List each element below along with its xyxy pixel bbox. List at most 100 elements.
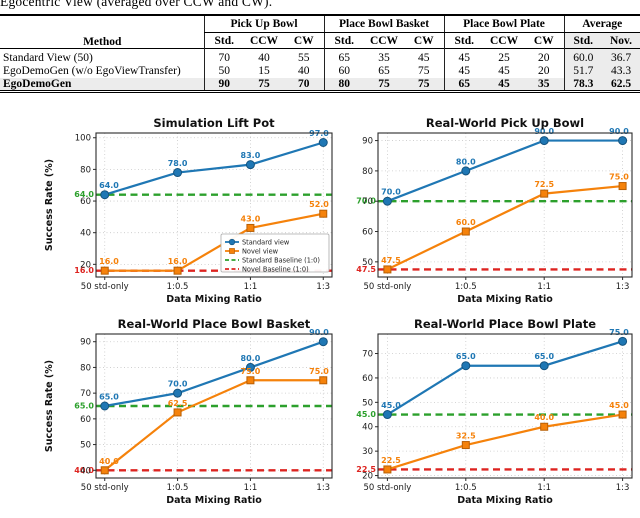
point-label: 80.0 (241, 354, 261, 363)
value-cell: 78.3 (563, 77, 603, 91)
x-tick-label: 50 std-only (363, 282, 411, 292)
value-cell: 20 (538, 64, 550, 77)
y-tick-label: 50 (362, 258, 373, 268)
point-label: 70.0 (168, 380, 188, 389)
baseline-label: 22.5 (356, 465, 376, 474)
point-label: 40.0 (534, 413, 554, 422)
chart-title: Real-World Pick Up Bowl (426, 116, 584, 130)
legend-label: Standard view (242, 238, 290, 246)
column-group-place-bowl-plate: Place Bowl Plate (443, 15, 565, 33)
value-cell: 75 (364, 77, 404, 91)
x-tick-label: 50 std-only (81, 282, 129, 292)
y-tick-label: 20 (80, 260, 91, 270)
caption-clip: Egocentric View (averaged over CCW and C… (0, 0, 640, 9)
sub-column-header: Std. (563, 32, 603, 49)
y-tick-label: 80 (362, 167, 373, 177)
value-cell: 35 (378, 52, 390, 64)
sub-column-header: Nov. (602, 32, 640, 49)
legend-label: Novel Baseline (1:0) (242, 265, 309, 273)
y-tick-label: 90 (362, 137, 373, 147)
x-tick-label: 1:0.5 (455, 282, 477, 292)
column-group-pick-up-bowl: Pick Up Bowl (203, 15, 324, 33)
x-axis-label: Data Mixing Ratio (457, 294, 553, 305)
y-tick-label: 60 (80, 415, 91, 425)
x-tick-label: 1:0.5 (455, 483, 477, 493)
y-tick-label: 70 (80, 389, 91, 399)
value-cell: 62.5 (602, 77, 640, 91)
point-label: 83.0 (241, 151, 261, 160)
y-tick-label: 40 (362, 423, 373, 433)
table-row: Standard View (50) 70 40 55 65 35 45 45 25 20 60.0… (0, 48, 640, 64)
value-cell: 35 (524, 77, 565, 91)
legend-box (220, 233, 330, 273)
point-label: 40.0 (99, 457, 119, 466)
value-cell: 65 (323, 48, 364, 64)
baseline-label: 47.5 (356, 265, 376, 274)
y-tick-label: 70 (362, 350, 373, 360)
value-cell: 20 (538, 52, 550, 64)
y-tick-label: 80 (80, 165, 91, 175)
point-label: 45.0 (381, 401, 401, 410)
sub-column-header: CCW (489, 34, 519, 47)
x-tick-label: 1:3 (616, 483, 630, 493)
chart-column-left: 64.0 16.0 64.0 78.0 83.0 97.0 16.0 16.0 43.0 52.0… (40, 116, 340, 508)
table-row: EgoDemoGen 90 75 70 80 75 75 65 45 35 78.3 62.5 (0, 77, 640, 91)
point-label: 32.5 (456, 432, 476, 441)
value-cell: 36.7 (602, 48, 640, 64)
y-tick-label: 60 (80, 197, 91, 207)
results-table-body: Standard View (50) 70 40 55 65 35 45 45 25 20 60.0… (0, 48, 640, 91)
x-tick-label: 1:0.5 (167, 282, 189, 292)
baseline-label: 45.0 (356, 410, 376, 419)
value-cell: 40 (258, 52, 270, 64)
value-cell: 45 (443, 64, 485, 78)
x-tick-label: 1:1 (537, 282, 551, 292)
chart-real-world-place-bowl-basket: 65.0 40.0 65.0 70.0 80.0 90.0 40.0 62.5 75.0 75.0… (40, 317, 340, 518)
point-label: 75.0 (609, 328, 629, 337)
x-tick-label: 1:0.5 (167, 483, 189, 493)
chart-svg-real-world-place-bowl-basket: 65.0 40.0 65.0 70.0 80.0 90.0 40.0 62.5 75.0 75.0… (44, 317, 333, 506)
method-cell: Standard View (50) (3, 52, 93, 64)
chart-title: Real-World Place Bowl Plate (414, 317, 596, 331)
value-cell: 60.0 (563, 48, 603, 64)
y-tick-label: 50 (80, 441, 91, 451)
value-cell: 90 (203, 77, 244, 91)
chart-title: Simulation Lift Pot (153, 116, 275, 130)
point-label: 90.0 (609, 127, 629, 136)
value-cell: 40 (298, 64, 310, 77)
column-group-place-bowl-basket: Place Bowl Basket (323, 15, 445, 33)
x-tick-label: 1:3 (316, 282, 330, 292)
point-label: 65.0 (99, 393, 119, 402)
baseline-label: 64.0 (74, 190, 94, 199)
baseline-label: 65.0 (74, 402, 94, 411)
x-tick-label: 1:3 (616, 282, 630, 292)
x-tick-label: 50 std-only (363, 483, 411, 493)
point-label: 75.0 (241, 367, 261, 376)
point-label: 75.0 (309, 367, 329, 376)
point-label: 90.0 (309, 328, 329, 337)
chart-real-world-pick-up-bowl: 70.0 47.5 70.0 80.0 90.0 90.0 47.5 60.0 72.5 75.0… (326, 116, 640, 317)
y-tick-label: 100 (75, 134, 91, 144)
point-label: 90.0 (534, 127, 554, 136)
point-label: 45.0 (609, 401, 629, 410)
results-table-header: Method Pick Up Bowl Place Bowl Basket Place… (0, 15, 640, 49)
value-cell: 70 (284, 77, 324, 91)
method-cell: EgoDemoGen (w/o EgoViewTransfer) (3, 64, 181, 77)
point-label: 80.0 (456, 157, 476, 166)
x-axis-label: Data Mixing Ratio (166, 294, 262, 305)
x-axis-label: Data Mixing Ratio (166, 495, 262, 506)
value-cell: 80 (323, 77, 364, 91)
method-column-header: Method (83, 36, 122, 48)
chart-svg-simulation-lift-pot: 64.016.064.078.083.097.016.0 16.043.052.0… (44, 116, 333, 305)
value-cell: 75 (418, 64, 430, 77)
value-cell: 25 (498, 52, 510, 64)
value-cell: 45 (418, 52, 430, 64)
sub-column-header: Std. (443, 32, 485, 49)
value-cell: 45 (443, 48, 485, 64)
chart-real-world-place-bowl-plate: 45.0 22.5 45.0 65.0 65.0 75.0 22.5 32.5 40.0 45.0… (326, 317, 640, 518)
y-tick-label: 30 (362, 447, 373, 457)
y-tick-label: 60 (362, 374, 373, 384)
y-tick-label: 70 (362, 197, 373, 207)
sub-column-header: CW (413, 34, 434, 47)
figure-caption: Egocentric View (averaged over CCW and C… (0, 0, 273, 9)
y-tick-label: 40 (80, 466, 91, 476)
